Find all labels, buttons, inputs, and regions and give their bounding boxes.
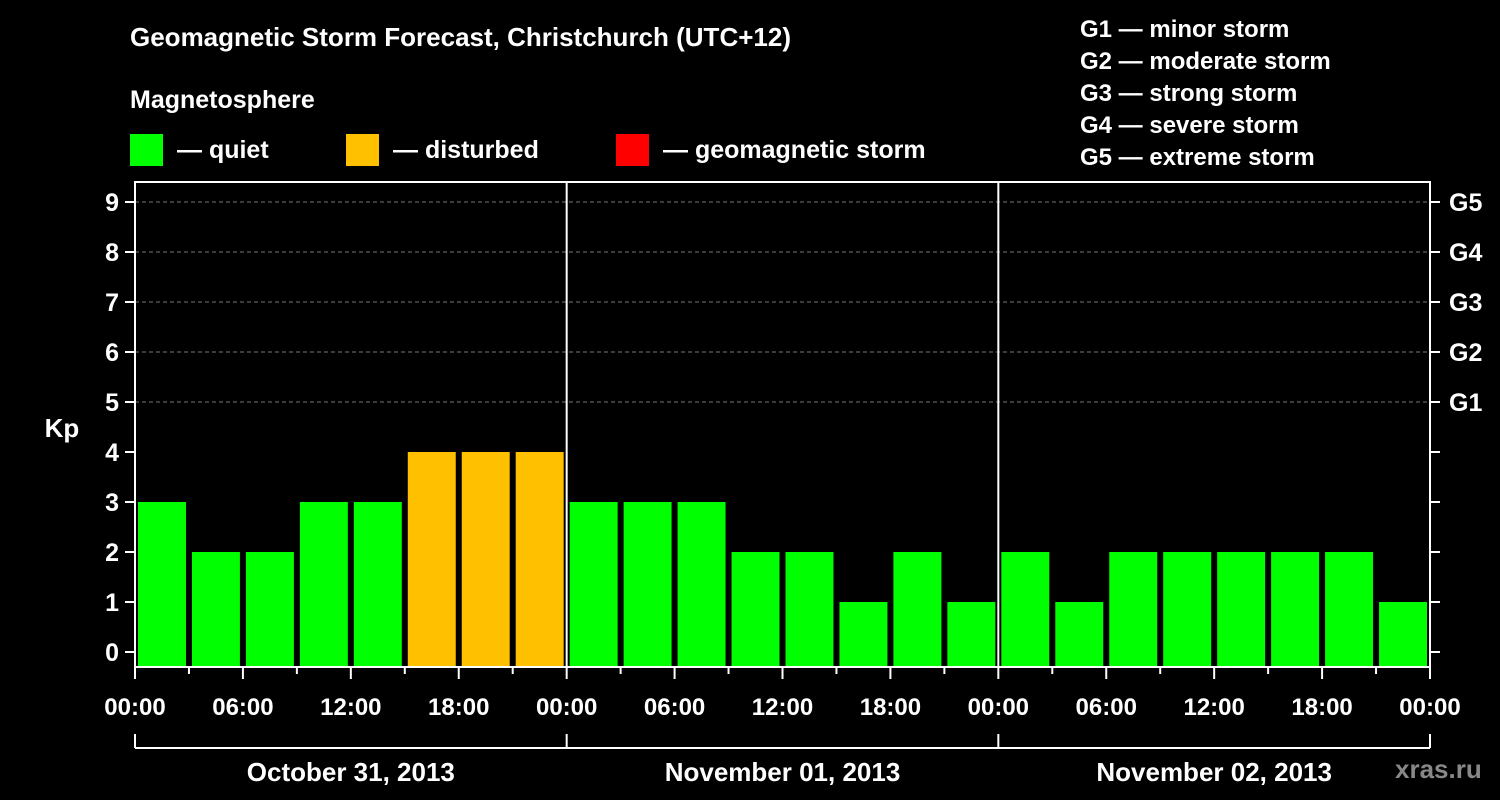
- legend-label-disturbed: — disturbed: [393, 135, 539, 164]
- storm-level-g5: G5 — extreme storm: [1080, 144, 1315, 171]
- kp-bar: [1379, 602, 1427, 667]
- storm-level-axis-label: G5: [1449, 189, 1482, 217]
- y-tick-label: 0: [105, 639, 119, 667]
- kp-bar: [839, 602, 888, 667]
- kp-bar: [1109, 552, 1158, 667]
- chart-title: Geomagnetic Storm Forecast, Christchurch…: [130, 22, 791, 52]
- storm-level-g2: G2 — moderate storm: [1080, 48, 1331, 75]
- x-tick-label: 18:00: [860, 694, 921, 721]
- kp-bar: [138, 502, 186, 667]
- y-tick-label: 1: [105, 589, 119, 617]
- legend-item-quiet: — quiet: [130, 134, 269, 166]
- watermark: xras.ru: [1395, 754, 1482, 784]
- x-tick-label: 00:00: [968, 694, 1029, 721]
- kp-bar: [569, 502, 618, 667]
- kp-bar: [1325, 552, 1374, 667]
- day-label: November 02, 2013: [1096, 757, 1332, 787]
- legend-swatch-disturbed: [346, 134, 379, 166]
- kp-bar: [677, 502, 726, 667]
- x-tick-label: 12:00: [752, 694, 813, 721]
- y-tick-label: 9: [105, 189, 119, 217]
- x-tick-label: 12:00: [1183, 694, 1244, 721]
- legend-title: Magnetosphere: [130, 86, 315, 114]
- kp-bar: [191, 552, 240, 667]
- storm-level-axis-label: G4: [1449, 239, 1482, 267]
- y-tick-label: 4: [105, 439, 119, 467]
- kp-bar: [1163, 552, 1212, 667]
- storm-level-g4: G4 — severe storm: [1080, 112, 1299, 139]
- legend-swatch-quiet: [130, 134, 163, 166]
- x-tick-label: 18:00: [1291, 694, 1352, 721]
- legend-label-storm: — geomagnetic storm: [663, 135, 926, 164]
- legend-label-quiet: — quiet: [177, 135, 269, 164]
- y-tick-label: 8: [105, 239, 119, 267]
- y-tick-label: 7: [105, 289, 119, 317]
- y-tick-label: 6: [105, 339, 119, 367]
- kp-bar: [1001, 552, 1050, 667]
- kp-bar: [407, 452, 456, 667]
- x-tick-label: 06:00: [644, 694, 705, 721]
- x-tick-label: 00:00: [536, 694, 597, 721]
- kp-bar: [893, 552, 942, 667]
- x-tick-label: 06:00: [1076, 694, 1137, 721]
- kp-bar: [299, 502, 348, 667]
- x-tick-label: 18:00: [428, 694, 489, 721]
- storm-level-axis-label: G1: [1449, 389, 1482, 417]
- storm-level-axis-label: G2: [1449, 339, 1482, 367]
- legend-item-storm: — geomagnetic storm: [616, 134, 926, 166]
- bars: [138, 452, 1427, 667]
- storm-level-g1: G1 — minor storm: [1080, 16, 1290, 43]
- kp-bar: [353, 502, 402, 667]
- gridlines: [135, 201, 1430, 403]
- y-tick-label: 3: [105, 489, 119, 517]
- axes: 0 1 2 3 4 5 6 7 8 9 G1 G2 G3 G4 G5 00:00 06:00 12:00 18:00…: [104, 181, 1482, 787]
- day-label: November 01, 2013: [665, 757, 901, 787]
- kp-bar: [731, 552, 780, 667]
- legend-swatch-storm: [616, 134, 649, 166]
- kp-bar: [1217, 552, 1266, 667]
- y-tick-label: 5: [105, 389, 119, 417]
- day-label: October 31, 2013: [247, 757, 455, 787]
- kp-bar: [1055, 602, 1104, 667]
- x-tick-label: 00:00: [104, 694, 165, 721]
- x-tick-label: 12:00: [320, 694, 381, 721]
- x-tick-label: 06:00: [212, 694, 273, 721]
- y-axis-label: Kp: [45, 413, 80, 443]
- legend-item-disturbed: — disturbed: [346, 134, 539, 166]
- kp-bar: [785, 552, 834, 667]
- kp-bar: [947, 602, 996, 667]
- y-tick-label: 2: [105, 539, 119, 567]
- storm-level-legend: G1 — minor storm G2 — moderate storm G3 …: [1080, 14, 1331, 174]
- kp-bar: [515, 452, 564, 667]
- kp-bar: [245, 552, 294, 667]
- kp-bar: [1271, 552, 1320, 667]
- kp-bar: [623, 502, 672, 667]
- x-tick-label: 00:00: [1399, 694, 1460, 721]
- storm-level-g3: G3 — strong storm: [1080, 80, 1298, 107]
- storm-level-axis-label: G3: [1449, 289, 1482, 317]
- kp-bar: [461, 452, 510, 667]
